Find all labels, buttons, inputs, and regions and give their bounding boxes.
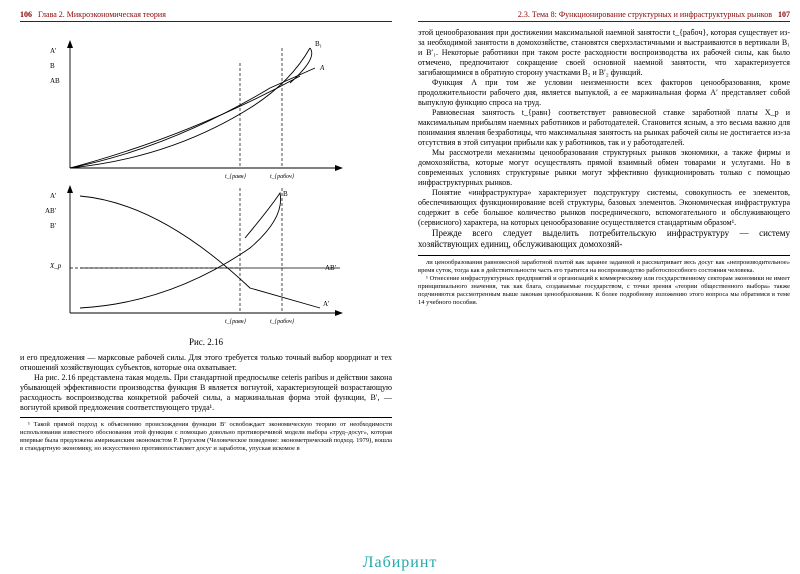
- ylab-Bp: B': [50, 222, 56, 230]
- lab-A-top: A: [319, 64, 325, 72]
- xlab-trav-top: t_{равн}: [225, 174, 247, 180]
- figure-2-16: A' B AB B₁ A t_{равн} t_{рабоч}: [20, 28, 380, 328]
- left-footnote: ¹ Такой прямой подход к объяснению проис…: [20, 417, 392, 454]
- ylab-ABp: AB': [45, 207, 56, 215]
- left-p1: и его предложения — марксовые рабочей си…: [20, 353, 392, 373]
- right-p5: Понятие «инфраструктура» характеризует п…: [418, 188, 790, 228]
- watermark: Лабиринт: [363, 554, 438, 572]
- xlab-trab-bot: t_{рабоч}: [270, 318, 295, 325]
- chapter-title-left: Глава 2. Микроэкономическая теория: [38, 10, 392, 19]
- curve-AB-top: [70, 76, 300, 168]
- ylab-A: A': [50, 47, 56, 55]
- running-head-left: 106 Глава 2. Микроэкономическая теория: [20, 10, 392, 22]
- xlab-trab-top: t_{рабоч}: [270, 173, 295, 180]
- right-p6: Прежде всего следует выделить потребител…: [418, 228, 790, 251]
- right-fn1: ли ценообразования равновесной заработно…: [418, 259, 790, 275]
- page-number-right: 107: [778, 10, 790, 19]
- section-title-right: 2.3. Тема 8: Функционирование структурны…: [418, 10, 772, 19]
- lab-ABp-r: AB': [325, 264, 336, 272]
- curve-Bp: [80, 193, 281, 308]
- xlab-trav-bot: t_{равн}: [225, 319, 247, 325]
- lab-B1-top: B₁: [315, 40, 322, 48]
- ylab-B: B: [50, 62, 55, 70]
- ylab-AB: AB: [50, 77, 60, 85]
- ylab-Xp: X_p: [49, 262, 62, 270]
- page-number-left: 106: [20, 10, 32, 19]
- ylab-Ap: A': [50, 192, 56, 200]
- bottom-chart: A' AB' B' X_p A' AB' B t_{равн}: [45, 185, 343, 325]
- top-chart: A' B AB B₁ A t_{равн} t_{рабоч}: [50, 40, 343, 180]
- lab-B-r: B: [283, 190, 288, 198]
- running-head-right: 107 2.3. Тема 8: Функционирование структ…: [418, 10, 790, 22]
- right-p3: Равновесная занятость t_{равн} соответст…: [418, 108, 790, 148]
- left-fn1: ¹ Такой прямой подход к объяснению проис…: [20, 421, 392, 454]
- left-p2: На рис. 2.16 представлена такая модель. …: [20, 373, 392, 413]
- right-footnotes: ли ценообразования равновесной заработно…: [418, 255, 790, 308]
- right-p4: Мы рассмотрели механизмы ценообразования…: [418, 148, 790, 188]
- figure-caption: Рис. 2.16: [20, 337, 392, 347]
- curve-B1: [70, 48, 310, 168]
- lab-Ap-r: A': [323, 300, 329, 308]
- left-page: 106 Глава 2. Микроэкономическая теория A…: [10, 0, 402, 574]
- right-p2: Функция A при том же условии неизменност…: [418, 78, 790, 108]
- right-p1: этой ценообразования при достижении макс…: [418, 28, 790, 78]
- left-body: и его предложения — марксовые рабочей си…: [20, 353, 392, 413]
- right-page: 107 2.3. Тема 8: Функционирование структ…: [408, 0, 800, 574]
- right-body: этой ценообразования при достижении макс…: [418, 28, 790, 251]
- curve-A-top: [70, 68, 315, 168]
- right-fn2: ¹ Отнесение инфраструктурных предприятий…: [418, 275, 790, 308]
- curve-Ap: [80, 196, 320, 308]
